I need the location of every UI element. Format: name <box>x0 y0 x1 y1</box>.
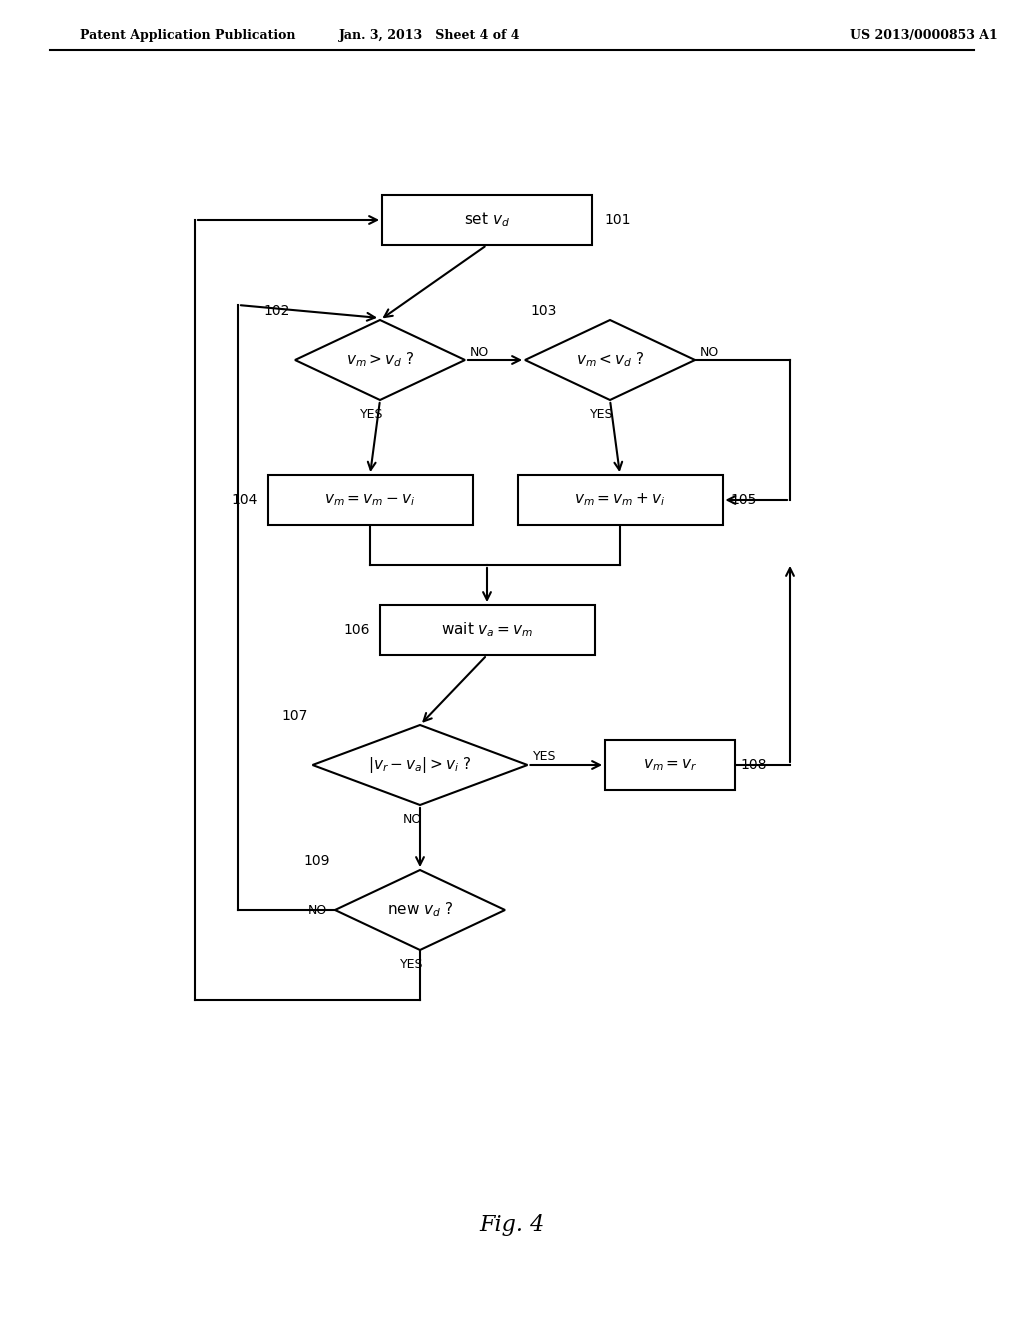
Text: Fig. 4: Fig. 4 <box>479 1214 545 1236</box>
Text: $v_m > v_d$ ?: $v_m > v_d$ ? <box>346 351 415 370</box>
Text: Jan. 3, 2013   Sheet 4 of 4: Jan. 3, 2013 Sheet 4 of 4 <box>339 29 521 41</box>
Polygon shape <box>525 319 695 400</box>
Text: $v_m = v_m + v_i$: $v_m = v_m + v_i$ <box>574 491 666 508</box>
Text: 101: 101 <box>604 213 631 227</box>
Text: 102: 102 <box>263 304 290 318</box>
Text: 107: 107 <box>282 709 307 723</box>
Text: 104: 104 <box>231 492 257 507</box>
Text: 106: 106 <box>343 623 370 638</box>
Text: $v_m = v_m - v_i$: $v_m = v_m - v_i$ <box>325 492 416 508</box>
Text: new $v_d$ ?: new $v_d$ ? <box>387 900 454 919</box>
Polygon shape <box>295 319 465 400</box>
FancyBboxPatch shape <box>605 741 735 789</box>
Text: YES: YES <box>360 408 384 421</box>
Text: NO: NO <box>402 813 422 826</box>
Polygon shape <box>335 870 505 950</box>
Text: $v_m = v_r$: $v_m = v_r$ <box>643 758 697 772</box>
FancyBboxPatch shape <box>517 475 723 525</box>
Text: YES: YES <box>532 751 556 763</box>
Polygon shape <box>312 725 527 805</box>
Text: NO: NO <box>700 346 719 359</box>
Text: NO: NO <box>470 346 489 359</box>
Text: YES: YES <box>590 408 613 421</box>
Text: set $v_d$: set $v_d$ <box>464 211 510 230</box>
Text: Patent Application Publication: Patent Application Publication <box>80 29 296 41</box>
Text: 109: 109 <box>303 854 330 869</box>
Text: YES: YES <box>400 958 424 972</box>
FancyBboxPatch shape <box>267 475 472 525</box>
Text: wait $v_a = v_m$: wait $v_a = v_m$ <box>441 620 534 639</box>
Text: 103: 103 <box>530 304 556 318</box>
Text: NO: NO <box>308 903 327 916</box>
Text: $v_m < v_d$ ?: $v_m < v_d$ ? <box>575 351 644 370</box>
Text: US 2013/0000853 A1: US 2013/0000853 A1 <box>850 29 997 41</box>
Text: 105: 105 <box>730 492 757 507</box>
FancyBboxPatch shape <box>380 605 595 655</box>
Text: 108: 108 <box>740 758 767 772</box>
Text: $|v_r - v_a| > v_i$ ?: $|v_r - v_a| > v_i$ ? <box>368 755 472 775</box>
FancyBboxPatch shape <box>382 195 592 246</box>
